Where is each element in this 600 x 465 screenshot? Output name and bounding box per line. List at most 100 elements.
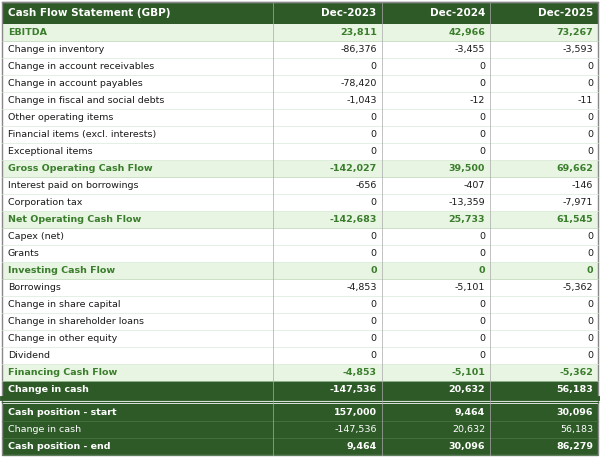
- Text: -142,027: -142,027: [329, 164, 377, 173]
- Text: 25,733: 25,733: [449, 215, 485, 224]
- Text: 0: 0: [587, 300, 593, 309]
- Text: 30,096: 30,096: [557, 408, 593, 417]
- Text: Dividend: Dividend: [8, 351, 50, 360]
- Text: Interest paid on borrowings: Interest paid on borrowings: [8, 181, 139, 190]
- Text: 42,966: 42,966: [448, 28, 485, 37]
- Text: 0: 0: [479, 266, 485, 275]
- Text: 0: 0: [371, 334, 377, 343]
- Text: Change in cash: Change in cash: [8, 385, 89, 394]
- Text: Grants: Grants: [8, 249, 40, 258]
- Text: 0: 0: [479, 317, 485, 326]
- Text: EBITDA: EBITDA: [8, 28, 47, 37]
- Text: 23,811: 23,811: [340, 28, 377, 37]
- Text: 0: 0: [587, 147, 593, 156]
- Text: 0: 0: [371, 62, 377, 71]
- Text: Change in shareholder loans: Change in shareholder loans: [8, 317, 144, 326]
- Bar: [2, 364, 598, 381]
- Text: Borrowings: Borrowings: [8, 283, 61, 292]
- Text: 0: 0: [371, 232, 377, 241]
- Bar: [2, 41, 598, 58]
- Text: 61,545: 61,545: [556, 215, 593, 224]
- Bar: [2, 2, 598, 24]
- Bar: [2, 109, 598, 126]
- Text: -1,043: -1,043: [346, 96, 377, 105]
- Text: Dec-2023: Dec-2023: [322, 8, 377, 18]
- Text: 20,632: 20,632: [448, 385, 485, 394]
- Text: Financial items (excl. interests): Financial items (excl. interests): [8, 130, 156, 139]
- Bar: [2, 438, 598, 455]
- Text: -3,455: -3,455: [455, 45, 485, 54]
- Bar: [2, 126, 598, 143]
- Text: 0: 0: [479, 249, 485, 258]
- Text: Dec-2024: Dec-2024: [430, 8, 485, 18]
- Text: Change in inventory: Change in inventory: [8, 45, 104, 54]
- Bar: [2, 313, 598, 330]
- Bar: [2, 24, 598, 41]
- Text: 56,183: 56,183: [560, 425, 593, 434]
- Text: Capex (net): Capex (net): [8, 232, 64, 241]
- Bar: [2, 262, 598, 279]
- Text: 0: 0: [371, 351, 377, 360]
- Text: -656: -656: [355, 181, 377, 190]
- Bar: [2, 75, 598, 92]
- Bar: [2, 211, 598, 228]
- Text: Cash position - start: Cash position - start: [8, 408, 116, 417]
- Text: 73,267: 73,267: [556, 28, 593, 37]
- Text: -407: -407: [464, 181, 485, 190]
- Text: Dec-2025: Dec-2025: [538, 8, 593, 18]
- Text: -5,101: -5,101: [455, 283, 485, 292]
- Text: Change in account receivables: Change in account receivables: [8, 62, 154, 71]
- Text: -146: -146: [572, 181, 593, 190]
- Text: Change in share capital: Change in share capital: [8, 300, 121, 309]
- Text: -78,420: -78,420: [340, 79, 377, 88]
- Text: -147,536: -147,536: [329, 385, 377, 394]
- Text: 0: 0: [479, 130, 485, 139]
- Text: 86,279: 86,279: [556, 442, 593, 451]
- Text: -142,683: -142,683: [329, 215, 377, 224]
- Text: 39,500: 39,500: [449, 164, 485, 173]
- Text: -7,971: -7,971: [563, 198, 593, 207]
- Bar: [2, 330, 598, 347]
- Text: 0: 0: [371, 249, 377, 258]
- Text: Gross Operating Cash Flow: Gross Operating Cash Flow: [8, 164, 152, 173]
- Text: 0: 0: [479, 147, 485, 156]
- Text: 0: 0: [371, 147, 377, 156]
- Text: 9,464: 9,464: [346, 442, 377, 451]
- Text: -147,536: -147,536: [334, 425, 377, 434]
- Text: Cash Flow Statement (GBP): Cash Flow Statement (GBP): [8, 8, 170, 18]
- Text: Change in fiscal and social debts: Change in fiscal and social debts: [8, 96, 164, 105]
- Bar: [2, 160, 598, 177]
- Text: 0: 0: [479, 62, 485, 71]
- Text: 0: 0: [587, 266, 593, 275]
- Bar: [2, 92, 598, 109]
- Bar: [2, 296, 598, 313]
- Text: 0: 0: [587, 113, 593, 122]
- Text: Corporation tax: Corporation tax: [8, 198, 82, 207]
- Text: 0: 0: [371, 130, 377, 139]
- Text: Net Operating Cash Flow: Net Operating Cash Flow: [8, 215, 141, 224]
- Text: 0: 0: [587, 249, 593, 258]
- Bar: [2, 194, 598, 211]
- Text: 0: 0: [479, 113, 485, 122]
- Bar: [2, 381, 598, 398]
- Text: 30,096: 30,096: [449, 442, 485, 451]
- Text: Change in other equity: Change in other equity: [8, 334, 117, 343]
- Text: 0: 0: [587, 317, 593, 326]
- Bar: [2, 404, 598, 421]
- Bar: [2, 279, 598, 296]
- Bar: [2, 177, 598, 194]
- Text: -13,359: -13,359: [448, 198, 485, 207]
- Text: -5,362: -5,362: [559, 368, 593, 377]
- Text: Exceptional items: Exceptional items: [8, 147, 92, 156]
- Text: -5,362: -5,362: [563, 283, 593, 292]
- Text: 0: 0: [371, 113, 377, 122]
- Text: Cash position - end: Cash position - end: [8, 442, 110, 451]
- Text: 0: 0: [371, 198, 377, 207]
- Bar: [2, 245, 598, 262]
- Text: 0: 0: [479, 232, 485, 241]
- Text: -4,853: -4,853: [343, 368, 377, 377]
- Text: -3,593: -3,593: [562, 45, 593, 54]
- Text: -11: -11: [578, 96, 593, 105]
- Text: -86,376: -86,376: [340, 45, 377, 54]
- Text: 0: 0: [371, 317, 377, 326]
